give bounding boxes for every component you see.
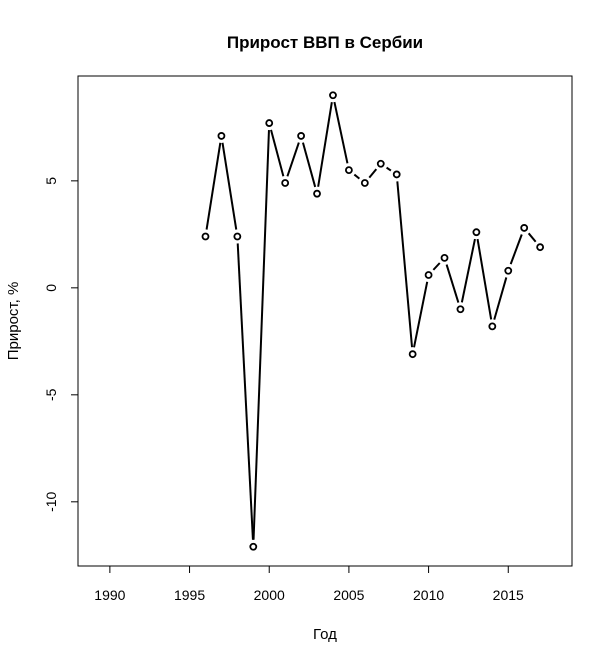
line-segment xyxy=(252,130,270,540)
line-segment xyxy=(432,262,441,271)
line-segment xyxy=(527,232,537,243)
x-tick-label: 1990 xyxy=(94,587,125,603)
y-tick-label: 0 xyxy=(43,284,59,292)
x-tick-label: 2015 xyxy=(493,587,524,603)
line-segment xyxy=(460,238,476,303)
data-point xyxy=(329,91,337,100)
x-tick-label: 2000 xyxy=(254,587,285,603)
line-segment xyxy=(396,181,414,348)
data-point xyxy=(345,166,353,175)
line-segment xyxy=(445,264,460,303)
data-point xyxy=(440,253,449,262)
data-point xyxy=(408,350,417,359)
line-segment xyxy=(353,173,361,180)
line-segment xyxy=(413,281,429,348)
line-segment xyxy=(368,168,378,179)
data-point xyxy=(472,228,481,237)
line-segment xyxy=(509,234,523,265)
data-point xyxy=(281,179,290,187)
line-segment xyxy=(270,129,285,177)
y-tick-label: -10 xyxy=(43,491,59,511)
data-point xyxy=(217,132,226,140)
data-point xyxy=(313,189,321,198)
y-tick-label: 5 xyxy=(43,177,59,185)
y-tick-label: -5 xyxy=(43,388,59,401)
data-point xyxy=(504,266,513,275)
line-segment xyxy=(221,142,238,230)
data-point xyxy=(201,232,210,241)
data-point xyxy=(536,243,545,252)
data-point xyxy=(297,132,305,140)
line-segment xyxy=(493,277,508,320)
data-point xyxy=(265,119,274,127)
x-tick-label: 2005 xyxy=(333,587,364,603)
y-axis-label: Прирост, % xyxy=(5,282,22,361)
line-segment xyxy=(317,102,333,187)
x-tick-label: 2010 xyxy=(413,587,444,603)
data-point xyxy=(392,170,401,179)
data-point xyxy=(249,542,258,551)
line-segment xyxy=(476,238,493,320)
line-segment xyxy=(205,142,222,230)
data-point xyxy=(376,159,385,168)
x-axis: 1990 1995 2000 2005 2010 2015 xyxy=(94,565,524,603)
chart-title: Прирост ВВП в Сербии xyxy=(227,33,423,52)
y-axis: -10 -5 0 5 xyxy=(43,177,79,512)
data-points xyxy=(201,91,545,551)
data-point xyxy=(488,322,497,331)
data-point xyxy=(456,305,465,314)
x-tick-label: 1995 xyxy=(174,587,205,603)
data-point xyxy=(520,224,529,232)
line-segment xyxy=(386,166,392,172)
data-point xyxy=(424,271,433,279)
line-segment xyxy=(286,142,300,177)
line-segment xyxy=(333,101,349,164)
line-segment xyxy=(236,243,254,540)
x-axis-label: Год xyxy=(313,626,337,643)
data-point xyxy=(233,232,242,241)
line-segment xyxy=(301,142,317,188)
data-line xyxy=(205,101,537,540)
data-point xyxy=(360,179,369,187)
